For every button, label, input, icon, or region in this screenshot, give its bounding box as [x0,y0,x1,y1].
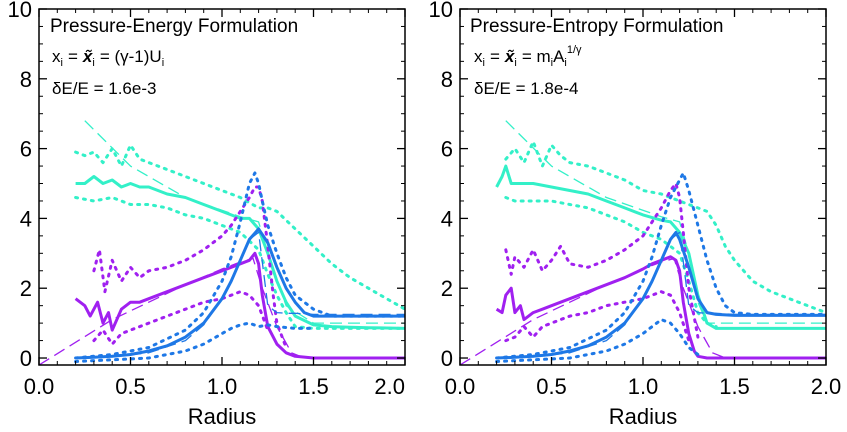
right-panel: 0.0 0.5 1.0 1.5 2.0 0 2 4 6 8 10 Pressure-Entropy … [429,0,842,429]
right-formula-rhs2: A [553,47,565,66]
left-series-11-dashed-line [75,231,405,359]
right-y-tick-label-2: 4 [441,206,453,231]
left-series-5-dotted-line [92,185,288,349]
right-y-tick-label-0: 0 [441,346,453,371]
right-series-6-dotted-line [504,290,691,343]
left-energy-error: δE/E = 1.6e-3 [52,79,156,98]
right-formula-sub2: i [514,57,516,69]
right-x-tick-label-4: 2.0 [811,374,842,399]
right-series-group [460,120,826,365]
left-series-group [39,120,405,365]
left-y-tick-label-2: 4 [20,206,32,231]
left-formula-rhs: = (γ-1)U [100,47,162,66]
right-formula: xi = x̃i = miAi1/γ [474,44,582,69]
right-formula-eq: = [490,47,500,66]
left-y-tick-label-3: 6 [20,137,32,162]
left-series-10-dotted-line [74,321,315,363]
left-energy-error-value: 1.6e-3 [108,79,156,98]
right-formula-sub4: i [564,57,566,69]
right-series-7-dashed-line [460,257,726,365]
left-y-tick-label-4: 8 [20,67,32,92]
left-panel: 0.0 0.5 1.0 1.5 2.0 0 2 4 6 8 10 Pressure-Energy F… [8,0,406,429]
left-formula-sub3: i [162,57,164,69]
right-series-9-dotted-line [495,171,826,360]
left-series-6-dotted-line [92,290,270,346]
left-series-9-dotted-line [74,171,405,360]
right-y-tick-label-3: 6 [441,137,453,162]
left-x-tick-label-4: 2.0 [374,374,405,399]
right-formula-x: x [474,47,483,66]
right-series-2-dotted-line [504,196,718,329]
right-y-tick-label-4: 8 [441,67,453,92]
right-series-0-solid-line [495,164,826,330]
left-series-1-dotted-line [74,143,405,311]
right-axis-ticks: 0.0 0.5 1.0 1.5 2.0 0 2 4 6 8 10 [429,0,842,399]
right-formula-sub3: i [551,57,553,69]
left-formula: xi = x̃i = (γ-1)Ui [52,47,164,69]
right-series-4-solid-line [495,255,826,360]
left-series-8-solid-line [75,227,405,360]
left-formula-sub: i [61,57,63,69]
right-energy-error-value: 1.8e-4 [530,79,578,98]
right-series-3-dashed-line [505,120,826,324]
left-chart-title: Pressure-Energy Formulation [50,16,298,37]
right-chart-title: Pressure-Entropy Formulation [470,16,723,37]
left-x-tick-label-2: 1.0 [207,374,238,399]
right-x-tick-label-3: 1.5 [719,374,750,399]
right-energy-error-label: δE/E = [474,79,530,98]
left-series-4-solid-line [74,251,405,360]
right-series-1-dotted-line [504,140,826,315]
left-series-0-solid-line [75,175,405,330]
left-x-tick-label-3: 1.5 [298,374,329,399]
right-series-5-dotted-line [504,182,700,339]
left-formula-sub2: i [92,57,94,69]
left-xlabel: Radius [188,404,256,429]
right-formula-rhs: = m [522,47,551,66]
left-y-tick-label-5: 10 [8,0,32,22]
left-axis-ticks: 0.0 0.5 1.0 1.5 2.0 0 2 4 6 8 10 [8,0,406,399]
right-x-tick-label-0: 0.0 [445,374,476,399]
right-series-11-dashed-line [496,231,826,359]
left-series-3-dashed-line [84,120,405,324]
right-formula-sup: 1/γ [567,44,582,56]
right-x-tick-label-1: 0.5 [536,374,567,399]
left-formula-tilde: x̃ [82,47,94,66]
left-x-tick-label-1: 0.5 [115,374,146,399]
left-series-2-dotted-line [74,196,405,330]
right-formula-sub: i [483,57,485,69]
left-y-tick-label-0: 0 [20,346,32,371]
left-x-tick-label-0: 0.0 [24,374,55,399]
left-formula-x: x [52,47,61,66]
right-xlabel: Radius [609,404,677,429]
left-series-7-dashed-line [39,257,305,365]
right-y-tick-label-5: 10 [429,0,453,22]
right-y-tick-label-1: 2 [441,276,453,301]
right-energy-error: δE/E = 1.8e-4 [474,79,578,98]
right-formula-tilde: x̃ [504,47,516,66]
right-x-tick-label-2: 1.0 [628,374,659,399]
right-series-10-dotted-line [495,318,700,363]
left-formula-eq: = [68,47,78,66]
left-energy-error-label: δE/E = [52,79,108,98]
left-y-tick-label-1: 2 [20,276,32,301]
